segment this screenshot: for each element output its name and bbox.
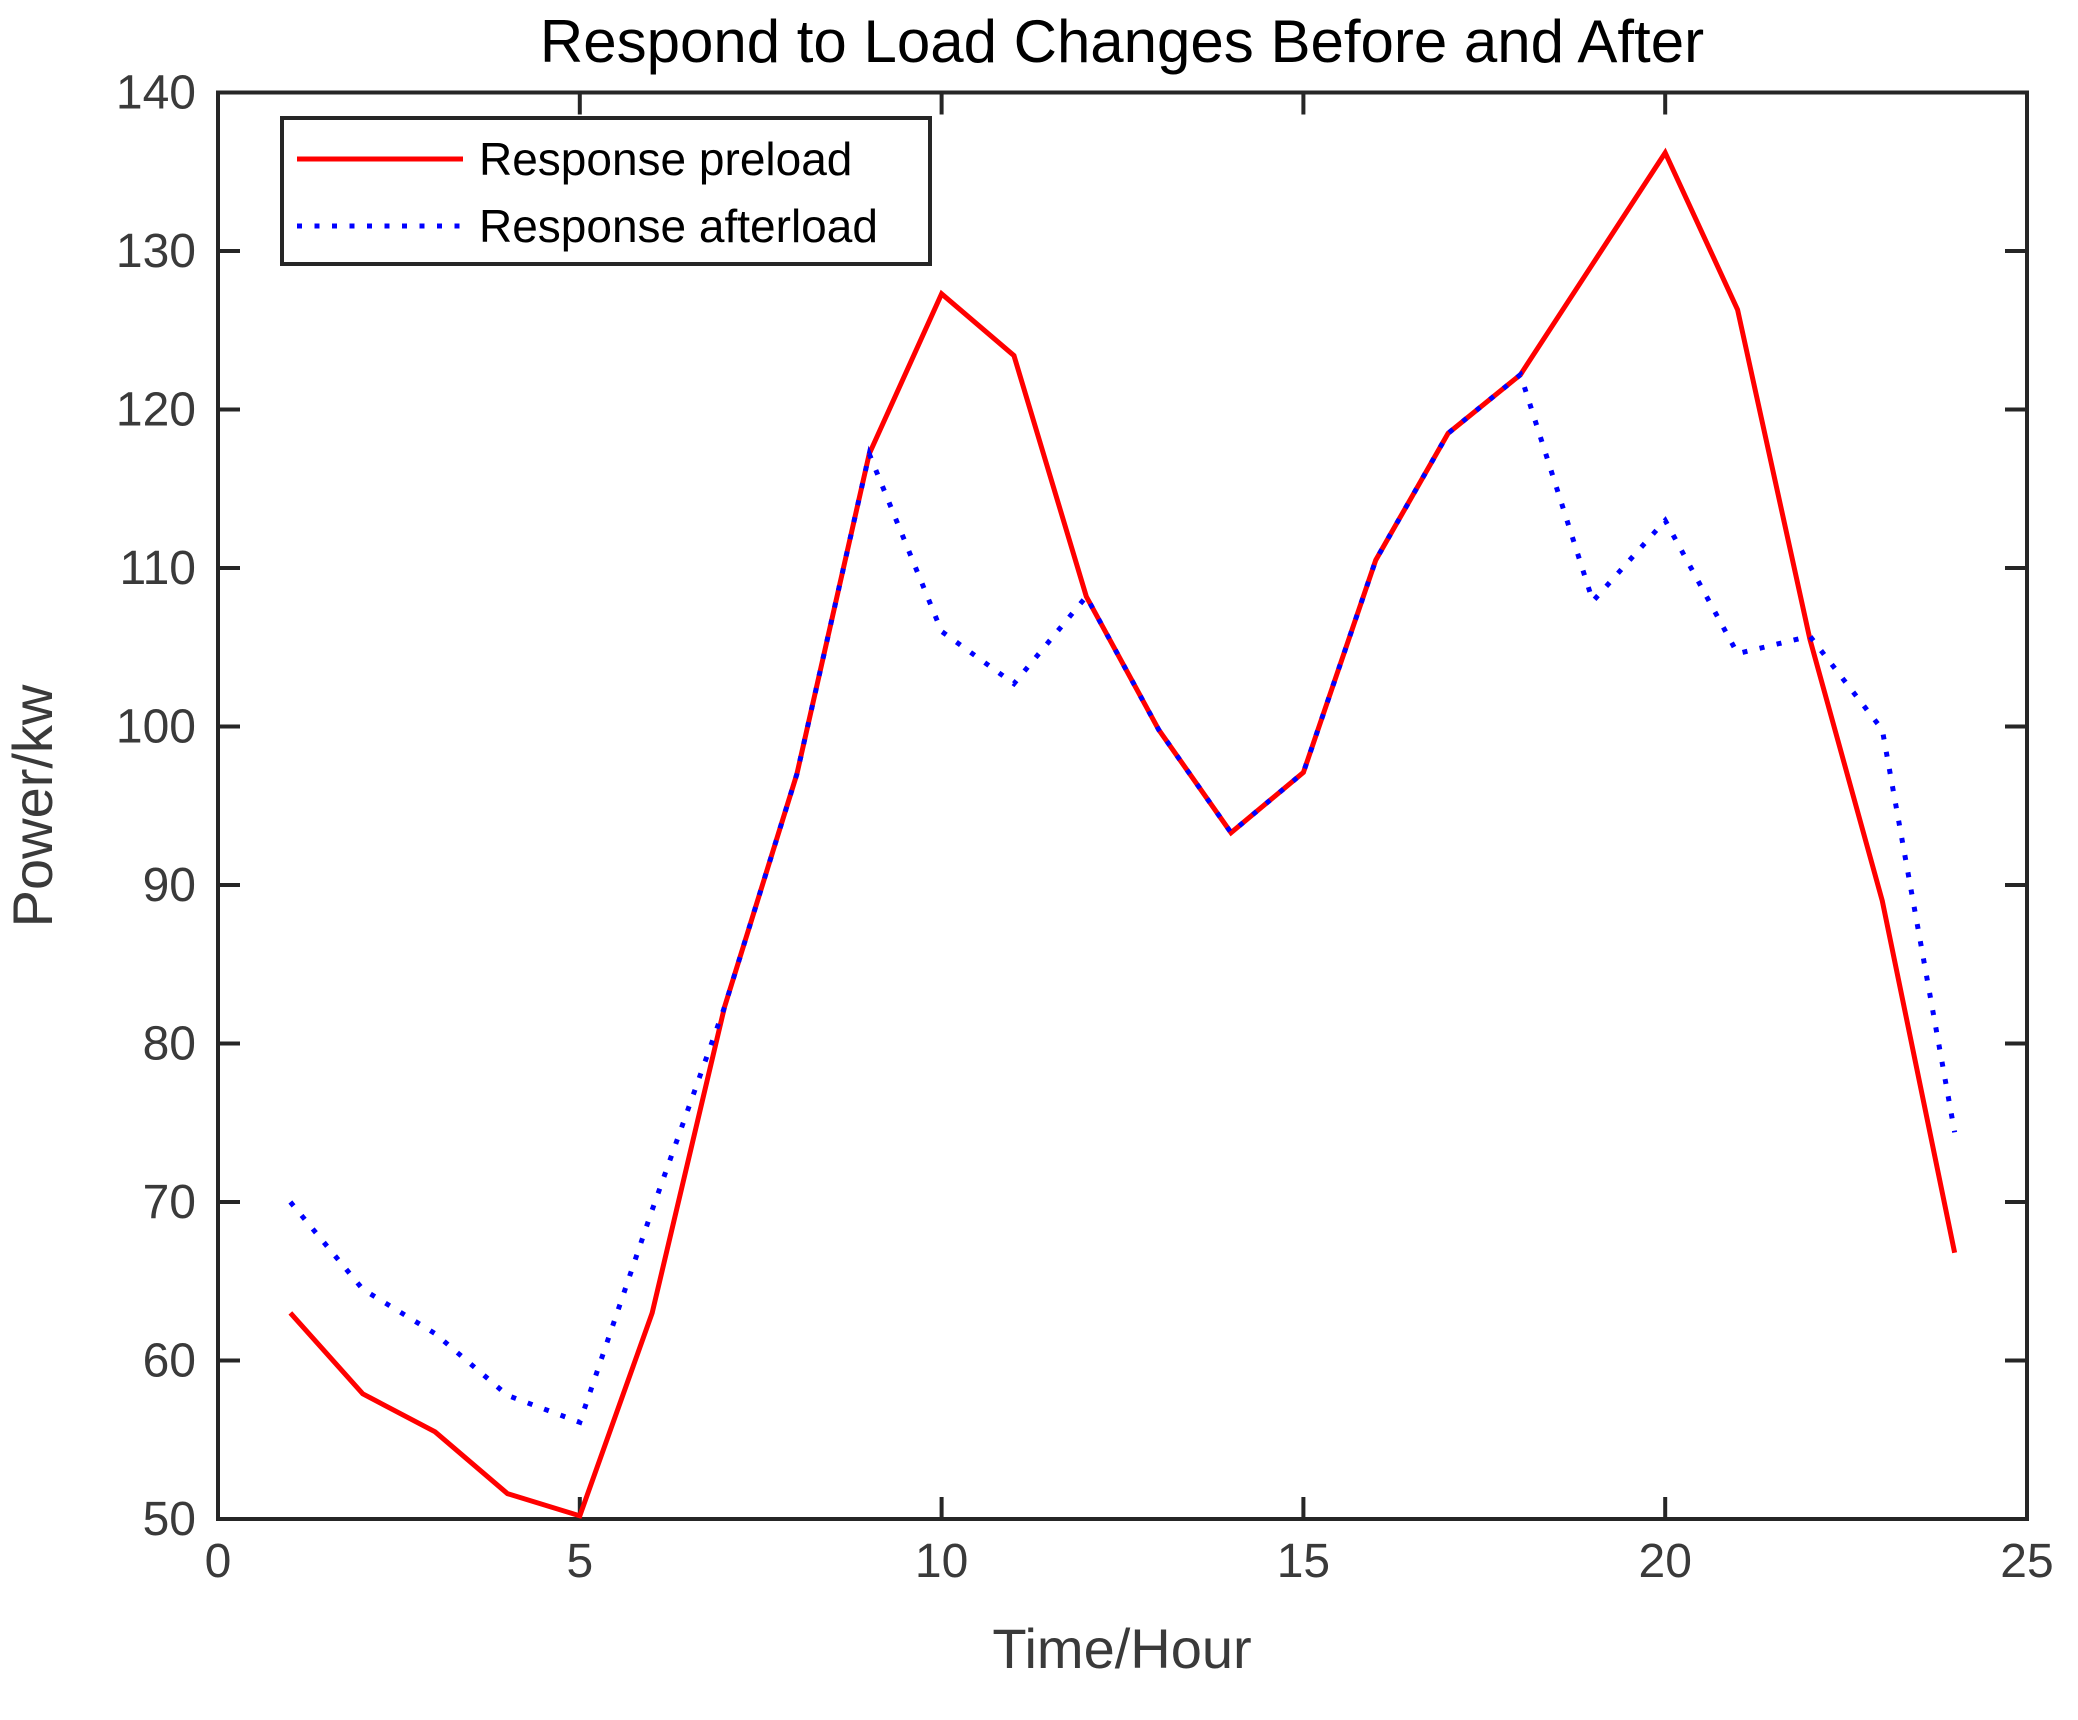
x-tick-label: 20 [1639,1535,1692,1588]
x-tick-label: 0 [205,1535,232,1588]
y-tick-label: 90 [143,859,196,912]
x-axis-label: Time/Hour [992,1617,1251,1680]
x-tick-label: 15 [1277,1535,1330,1588]
axes-frame [216,90,2029,1521]
plot-area: 0 5 10 15 20 25 50 60 70 80 90 100 110 120 130 140 [116,67,2054,1589]
y-tick-label: 110 [119,542,196,595]
x-tick-label: 5 [566,1535,593,1588]
legend-label-afterload: Response afterload [479,200,878,252]
y-tick-label: 70 [143,1176,196,1229]
y-axis-label: Power/kw [1,684,64,927]
x-tick-label: 10 [915,1535,968,1588]
y-tick-label: 60 [143,1335,196,1388]
y-tick-label: 130 [116,225,196,278]
y-tick-label: 100 [116,701,196,754]
y-tick-label: 120 [116,384,196,437]
legend-box [280,116,932,266]
y-tick-label: 140 [116,67,196,120]
chart-title: Respond to Load Changes Before and After [540,8,1704,75]
legend: Response preload Response afterload [280,116,932,266]
series-line-afterload [288,370,1958,1426]
series-line-preload [288,147,1958,1519]
y-tick-label: 80 [143,1018,196,1071]
y-tick-label: 50 [143,1493,196,1546]
x-tick-label: 25 [2000,1535,2053,1588]
legend-label-preload: Response preload [479,133,852,185]
